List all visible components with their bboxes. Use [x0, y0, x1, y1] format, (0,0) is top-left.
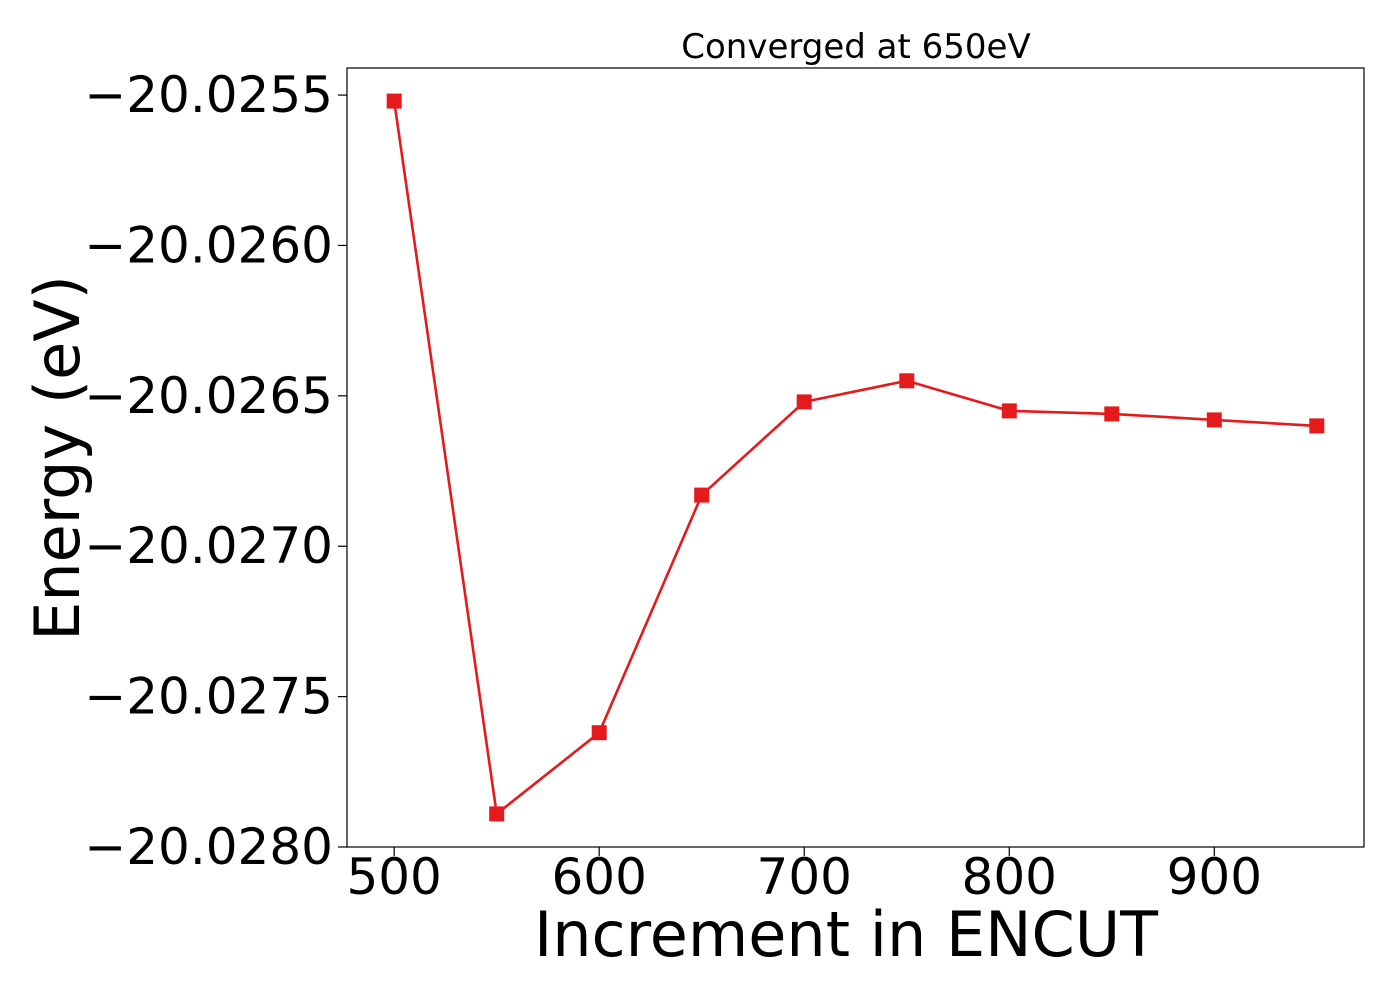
y-tick-label: −20.0270: [84, 517, 333, 575]
x-tick-label: 700: [757, 848, 852, 906]
data-point: [1104, 406, 1120, 422]
data-point: [489, 806, 505, 822]
x-tick-label: 900: [1167, 848, 1262, 906]
x-axis-label: Increment in ENCUT: [534, 898, 1159, 971]
data-point: [1206, 412, 1222, 428]
data-point: [1001, 403, 1017, 419]
y-axis-label: Energy (eV): [21, 275, 94, 641]
x-axis: 500 600 700 800 900: [346, 847, 1262, 906]
data-point: [591, 725, 607, 741]
y-tick-label: −20.0260: [84, 216, 333, 274]
y-tick-label: −20.0255: [84, 66, 333, 124]
series-line: [392, 100, 1317, 816]
x-tick-label: 800: [962, 848, 1057, 906]
data-point: [1309, 418, 1325, 434]
chart-title: Converged at 650eV: [681, 27, 1030, 67]
y-axis: −20.0280 −20.0275 −20.0270 −20.0265 −20.0260…: [84, 66, 347, 876]
data-point: [386, 93, 402, 109]
plot-area: [346, 67, 1365, 848]
series-layer: [386, 93, 1325, 822]
y-tick-label: −20.0265: [84, 367, 333, 425]
y-tick-label: −20.0280: [84, 818, 333, 876]
data-point: [796, 394, 812, 410]
x-tick-label: 500: [346, 848, 441, 906]
x-tick-label: 600: [551, 848, 646, 906]
plot-frame: [346, 67, 1365, 848]
data-point: [694, 487, 710, 503]
y-tick-label: −20.0275: [84, 668, 333, 726]
data-point: [899, 373, 915, 389]
